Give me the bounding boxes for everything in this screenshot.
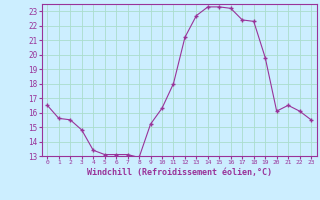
X-axis label: Windchill (Refroidissement éolien,°C): Windchill (Refroidissement éolien,°C) [87,168,272,177]
